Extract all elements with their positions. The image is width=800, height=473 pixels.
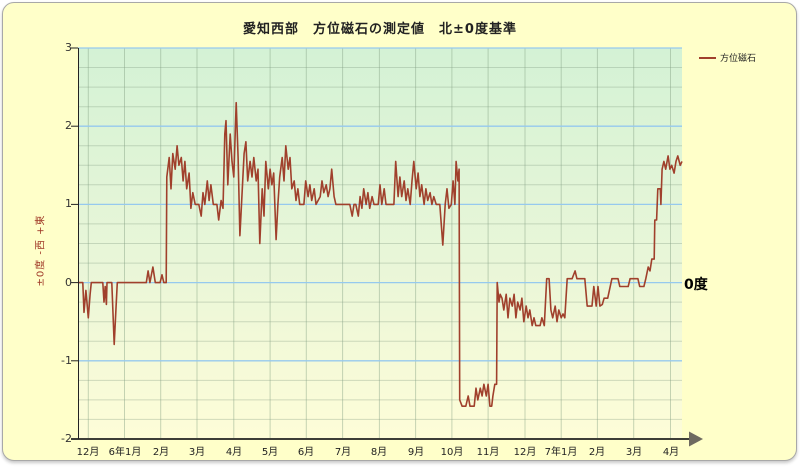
x-tick-label: 5月 bbox=[261, 447, 279, 458]
y-tick-label: 1 bbox=[65, 197, 72, 210]
x-tick-label: 10月 bbox=[440, 447, 464, 458]
x-tick-label: 9月 bbox=[407, 447, 425, 458]
x-tick-label: 4月 bbox=[225, 447, 243, 458]
x-tick-label: 8月 bbox=[370, 447, 388, 458]
x-tick-label: 12月 bbox=[76, 447, 100, 458]
x-tick-label: 4月 bbox=[662, 447, 680, 458]
x-tick-label: 2月 bbox=[588, 447, 606, 458]
legend-line-swatch bbox=[699, 56, 716, 59]
y-axis-title: ±0度 -西 +東 bbox=[35, 214, 47, 287]
x-tick-label: 6年1月 bbox=[108, 447, 142, 458]
x-tick-label: 11月 bbox=[476, 447, 500, 458]
x-tick-label: 7年1月 bbox=[544, 447, 578, 458]
zero-degree-annotation: 0度 bbox=[684, 277, 708, 293]
y-tick-label: -1 bbox=[61, 354, 72, 367]
x-tick-label: 6月 bbox=[297, 447, 315, 458]
x-tick-label: 7月 bbox=[334, 447, 352, 458]
x-tick-label: 3月 bbox=[625, 447, 643, 458]
x-tick-label: 2月 bbox=[152, 447, 170, 458]
legend: 方位磁石 bbox=[699, 51, 756, 64]
x-tick-label: 3月 bbox=[188, 447, 206, 458]
x-tick-label: 12月 bbox=[513, 447, 537, 458]
chart-title: 愛知西部 方位磁石の測定値 北±0度基準 bbox=[243, 22, 517, 37]
y-tick-label: 3 bbox=[65, 41, 72, 54]
y-tick-label: 2 bbox=[65, 119, 72, 132]
legend-series-label: 方位磁石 bbox=[720, 54, 757, 64]
y-tick-label: 0 bbox=[65, 276, 72, 289]
y-tick-label: -2 bbox=[61, 432, 72, 445]
